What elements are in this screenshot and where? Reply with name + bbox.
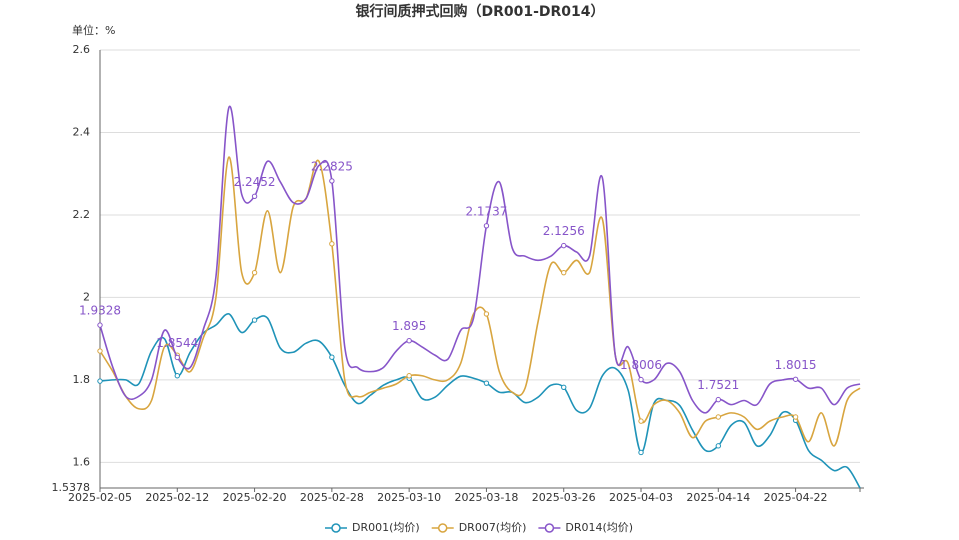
x-tick-label: 2025-02-05 [68,491,132,504]
point-marker [483,380,490,386]
point-marker [561,242,567,249]
point-marker [638,376,644,383]
x-tick-label: 2025-03-26 [532,491,596,504]
data-label: 2.1737 [465,204,507,218]
data-label: 1.7521 [697,378,739,392]
data-label: 1.9328 [79,304,121,318]
legend-label: DR014(均价) [565,521,633,534]
x-tick-label: 2025-02-12 [145,491,209,504]
legend-label: DR007(均价) [459,521,527,534]
point-marker [792,376,799,382]
x-tick-label: 2025-02-28 [300,491,364,504]
x-tick-label: 2025-04-03 [609,491,673,504]
legend-icon [544,523,555,533]
point-marker [406,373,412,379]
data-label: 2.2452 [234,175,276,189]
point-marker [174,373,180,379]
point-marker [715,443,722,449]
series-line [99,105,861,414]
point-marker [97,322,103,328]
legend-label: DR001(均价) [352,521,420,534]
point-marker [561,384,567,391]
point-marker [483,223,490,229]
chart-title: 银行间质押式回购（DR001-DR014） [355,3,604,20]
point-marker [406,338,412,344]
data-label: 1.895 [392,319,426,333]
point-marker [638,418,644,424]
data-label: 1.8544 [156,336,198,350]
point-marker [251,269,258,276]
point-marker [97,378,103,384]
x-tick-label: 2025-03-18 [454,491,518,504]
point-marker [561,269,567,276]
point-marker [329,178,335,184]
series-line [99,313,861,489]
data-label: 1.8015 [775,358,817,372]
legend-icon [437,523,448,533]
x-tick-label: 2025-02-20 [223,491,287,504]
point-marker [251,317,258,323]
y-tick-label: 1.8 [73,373,91,386]
point-marker [715,414,722,420]
point-marker [251,193,258,200]
y-tick-label: 2.6 [73,43,91,56]
y-tick-label: 2 [83,290,90,303]
y-tick-label: 2.4 [73,125,91,138]
point-marker [483,311,490,317]
x-tick-label: 2025-03-10 [377,491,441,504]
y-tick-label: 1.6 [73,455,91,468]
y-tick-label: 2.2 [73,208,91,221]
data-label: 2.1256 [543,224,585,238]
point-marker [638,449,644,456]
point-marker [715,396,722,403]
data-label: 1.8006 [620,358,662,372]
x-tick-label: 2025-04-14 [686,491,750,504]
point-marker [792,414,799,420]
point-marker [97,348,103,354]
point-marker [174,354,180,361]
data-label: 2.2825 [311,159,353,173]
legend-icon [331,523,341,533]
point-marker [329,241,335,247]
series-line [99,156,861,447]
unit-label: 单位：% [72,23,115,37]
y-tick-label: 1.5378 [52,481,91,494]
point-marker [329,354,335,360]
x-tick-label: 2025-04-22 [764,491,828,504]
